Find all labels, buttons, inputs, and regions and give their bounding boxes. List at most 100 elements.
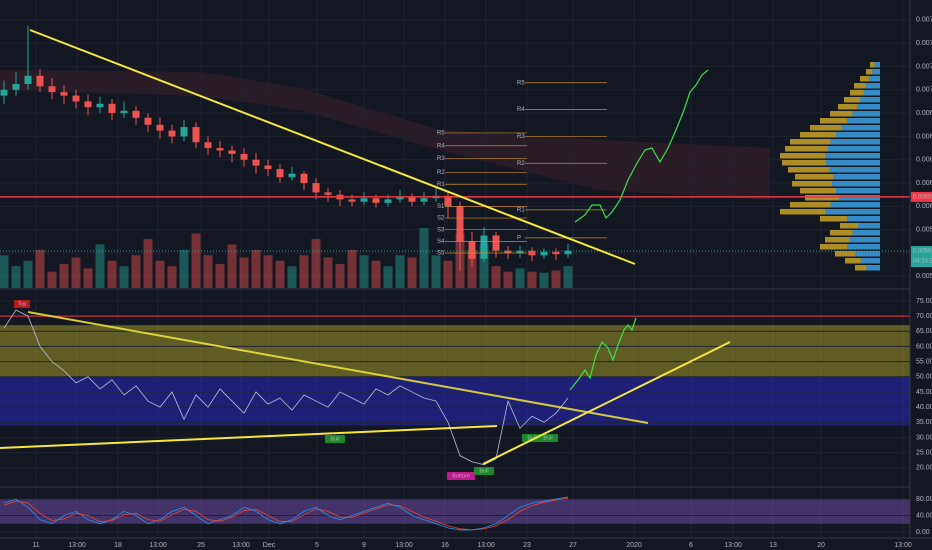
candle-body (420, 198, 428, 202)
candle-body (48, 86, 56, 93)
y-tick-label: 35.000000 (916, 419, 932, 426)
volume-profile-bar-inner (863, 90, 880, 96)
volume-profile-bar-inner (825, 153, 880, 159)
volume-bar (71, 257, 81, 288)
candle-body (528, 250, 536, 256)
volume-profile-bar-inner (860, 97, 880, 103)
countdown-label: 04:24:31 (913, 259, 932, 265)
candle-body (96, 103, 104, 108)
volume-profile-bar-inner (849, 237, 880, 243)
volume-profile-bar-inner (852, 230, 880, 236)
volume-bar (95, 244, 105, 288)
annotation-label: Top (18, 301, 27, 307)
volume-bar (227, 244, 237, 288)
candle-body (120, 110, 128, 114)
time-tick-label: 16 (441, 542, 449, 549)
candle-body (72, 95, 80, 102)
volume-bar (527, 271, 537, 288)
volume-profile-bar-inner (858, 223, 880, 229)
time-tick-label: 23 (523, 542, 531, 549)
time-tick-label: 13:00 (232, 542, 250, 549)
level-label: 0.006081 (913, 195, 932, 201)
pivot-label: P (517, 235, 521, 241)
volume-profile-bar-inner (847, 244, 880, 250)
volume-bar (179, 249, 189, 288)
volume-bar (551, 270, 561, 288)
volume-bar (191, 233, 201, 288)
volume-bar (503, 271, 513, 288)
volume-bar (251, 249, 261, 288)
pivot-label: S5 (437, 251, 445, 257)
volume-bar (167, 266, 177, 288)
annotation-label: Bull (527, 435, 536, 441)
pivot-label: R1 (437, 182, 445, 188)
candle-body (492, 235, 500, 251)
candle-body (300, 173, 308, 184)
pivot-label: R4 (517, 107, 525, 113)
volume-bar (323, 257, 333, 288)
candle-body (144, 117, 152, 125)
stoch-band (0, 499, 910, 524)
rsi-line (3, 309, 569, 466)
volume-bar (395, 255, 405, 288)
candle-body (504, 250, 512, 254)
time-tick-label: 9 (362, 542, 366, 549)
y-tick-label: 20.000000 (916, 465, 932, 472)
y-tick-label: 0.007200 (916, 63, 932, 70)
volume-profile-bar-inner (830, 202, 880, 208)
candle-body (276, 169, 284, 178)
time-tick-label: 13:00 (724, 542, 742, 549)
candle-body (180, 127, 188, 137)
volume-bar (275, 260, 285, 288)
annotation-label: Bull (330, 436, 339, 442)
candle-body (468, 241, 476, 259)
y-tick-label: 0.006200 (916, 180, 932, 187)
candle-body (12, 83, 20, 90)
volume-profile-bar-inner (856, 104, 880, 110)
time-tick-label: 2020 (626, 542, 642, 549)
volume-profile-bar-inner (855, 251, 880, 257)
candle-body (360, 198, 368, 202)
candle-body (24, 75, 32, 84)
trend-line (29, 29, 636, 265)
pivot-label: R1 (517, 207, 525, 213)
volume-bar (143, 238, 153, 288)
time-tick-label: 18 (114, 542, 122, 549)
pivot-label: S2 (437, 216, 445, 222)
volume-profile-bar-inner (830, 139, 880, 145)
volume-bar (59, 264, 69, 288)
projection-line (569, 317, 637, 391)
volume-bar (515, 268, 525, 288)
candle-body (408, 197, 416, 202)
y-tick-label: 0.007000 (916, 87, 932, 94)
rsi-band (0, 376, 910, 426)
y-tick-label: 75.000000 (916, 298, 932, 305)
volume-bar (359, 255, 369, 288)
stoch-line (3, 497, 569, 531)
candle-body (252, 159, 260, 166)
candle-body (216, 148, 224, 151)
y-tick-label: 60.000000 (916, 343, 932, 350)
y-tick-label: 0.005400 (916, 273, 932, 280)
y-tick-label: 0.00 (916, 529, 930, 536)
candle-body (240, 153, 248, 160)
candle-body (324, 192, 332, 195)
volume-bar (347, 249, 357, 288)
volume-bar (539, 272, 549, 288)
pivot-label: R2 (437, 170, 445, 176)
trend-line (482, 341, 731, 465)
pivot-label: R2 (517, 161, 525, 167)
candle-body (228, 150, 236, 154)
trend-line (27, 311, 649, 424)
y-tick-label: 0.006600 (916, 133, 932, 140)
volume-bar (563, 266, 573, 288)
level-tag (911, 191, 932, 202)
candle-body (0, 89, 8, 96)
candle-body (480, 235, 488, 259)
y-tick-label: 50.000000 (916, 374, 932, 381)
candle-body (396, 197, 404, 200)
pivot-label: S3 (437, 227, 445, 233)
time-tick-label: 20 (817, 542, 825, 549)
y-tick-label: 55.000000 (916, 358, 932, 365)
